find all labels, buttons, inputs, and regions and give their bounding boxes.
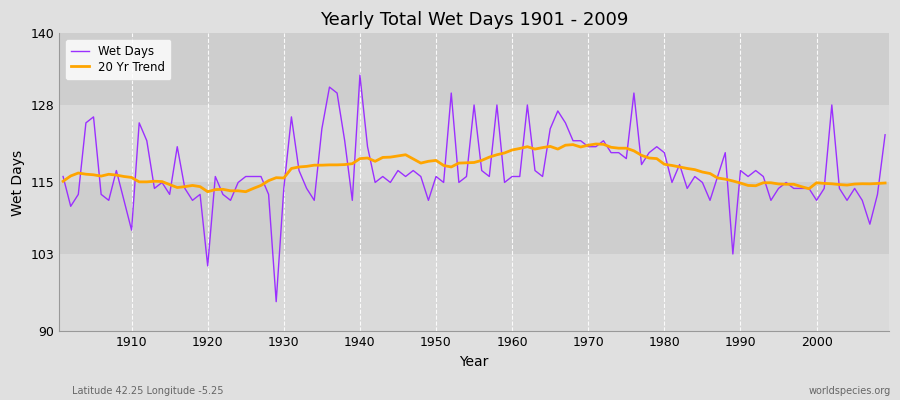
Wet Days bbox=[613, 150, 624, 155]
20 Yr Trend bbox=[879, 181, 890, 186]
Wet Days bbox=[293, 168, 304, 173]
20 Yr Trend bbox=[515, 146, 526, 151]
Y-axis label: Wet Days: Wet Days bbox=[11, 149, 25, 216]
Wet Days bbox=[515, 174, 526, 179]
20 Yr Trend bbox=[293, 164, 304, 169]
20 Yr Trend bbox=[339, 162, 350, 167]
Wet Days bbox=[355, 73, 365, 78]
Line: Wet Days: Wet Days bbox=[63, 75, 885, 302]
20 Yr Trend bbox=[58, 179, 68, 184]
20 Yr Trend bbox=[613, 146, 624, 150]
Wet Days bbox=[879, 132, 890, 137]
Text: Latitude 42.25 Longitude -5.25: Latitude 42.25 Longitude -5.25 bbox=[72, 386, 223, 396]
Wet Days bbox=[119, 198, 130, 203]
X-axis label: Year: Year bbox=[459, 355, 489, 369]
Legend: Wet Days, 20 Yr Trend: Wet Days, 20 Yr Trend bbox=[65, 39, 171, 80]
Title: Yearly Total Wet Days 1901 - 2009: Yearly Total Wet Days 1901 - 2009 bbox=[320, 11, 628, 29]
Text: worldspecies.org: worldspecies.org bbox=[809, 386, 891, 396]
20 Yr Trend bbox=[119, 174, 130, 179]
20 Yr Trend bbox=[507, 148, 517, 152]
Wet Days bbox=[339, 138, 350, 143]
Bar bbox=[59, 254, 889, 332]
Bar bbox=[59, 182, 889, 254]
Wet Days bbox=[522, 102, 533, 107]
Bar bbox=[59, 34, 889, 105]
Line: 20 Yr Trend: 20 Yr Trend bbox=[63, 144, 885, 192]
Bar bbox=[59, 105, 889, 182]
Wet Days bbox=[271, 299, 282, 304]
Wet Days bbox=[58, 174, 68, 179]
20 Yr Trend bbox=[202, 189, 213, 194]
20 Yr Trend bbox=[590, 142, 601, 146]
